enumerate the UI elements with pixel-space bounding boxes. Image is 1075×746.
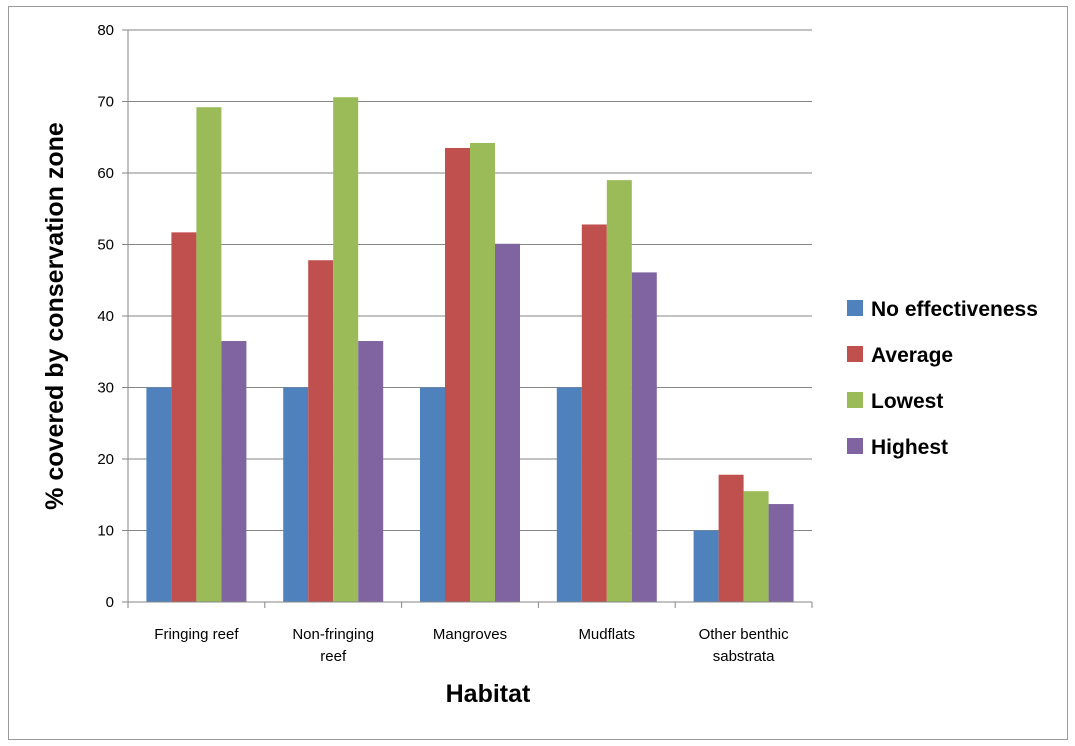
x-tick-label: Mudflats xyxy=(578,626,635,643)
x-tick-label: Non-fringing reef xyxy=(292,626,374,665)
legend-label: Lowest xyxy=(871,390,943,413)
bar xyxy=(196,107,222,602)
bar xyxy=(146,387,172,602)
y-tick-label: 0 xyxy=(106,594,114,611)
bar xyxy=(171,232,197,602)
bar xyxy=(445,147,470,602)
bar xyxy=(743,491,769,602)
x-axis-title: Habitat xyxy=(446,680,531,708)
y-tick-label: 50 xyxy=(97,237,114,254)
legend-label: No effectiveness xyxy=(871,298,1038,321)
y-tick-label: 30 xyxy=(97,380,114,397)
bar xyxy=(420,387,445,602)
bar xyxy=(768,504,794,602)
bar xyxy=(470,142,495,602)
x-tick-label: Fringing reef xyxy=(154,626,239,643)
y-tick-label: 20 xyxy=(97,451,114,468)
y-tick-label: 60 xyxy=(97,165,114,182)
legend: No effectiveness Average Lowest Highest xyxy=(847,298,1038,459)
bar xyxy=(495,243,520,602)
bar xyxy=(283,387,309,602)
bar xyxy=(333,97,359,603)
legend-swatch xyxy=(847,392,863,408)
x-tick-label: Mangroves xyxy=(433,626,507,643)
y-tick-label: 70 xyxy=(97,94,114,111)
bar xyxy=(631,272,657,602)
bar xyxy=(718,474,744,602)
bar xyxy=(693,530,719,602)
legend-swatch xyxy=(847,438,863,454)
y-tick-label: 40 xyxy=(97,308,114,325)
x-tick-label: Other benthic sabstrata xyxy=(699,626,790,665)
y-tick-labels: 0 10 20 30 40 50 60 70 80 xyxy=(97,22,114,611)
bar xyxy=(581,224,607,603)
bars xyxy=(146,97,794,603)
legend-swatch xyxy=(847,346,863,362)
bar xyxy=(606,180,632,602)
legend-swatch xyxy=(847,300,863,316)
bar xyxy=(308,260,334,602)
axes xyxy=(127,30,812,603)
bar xyxy=(556,387,582,602)
legend-label: Average xyxy=(871,344,953,367)
bar xyxy=(221,341,247,602)
y-tick-label: 80 xyxy=(97,22,114,39)
x-tick-labels: Fringing reef Non-fringing reef Mangroves Mu… xyxy=(154,626,789,665)
y-tick-label: 10 xyxy=(97,523,114,540)
bar xyxy=(358,341,384,602)
legend-label: Highest xyxy=(871,436,948,459)
y-axis-title: % covered by conservation zone xyxy=(41,122,69,510)
